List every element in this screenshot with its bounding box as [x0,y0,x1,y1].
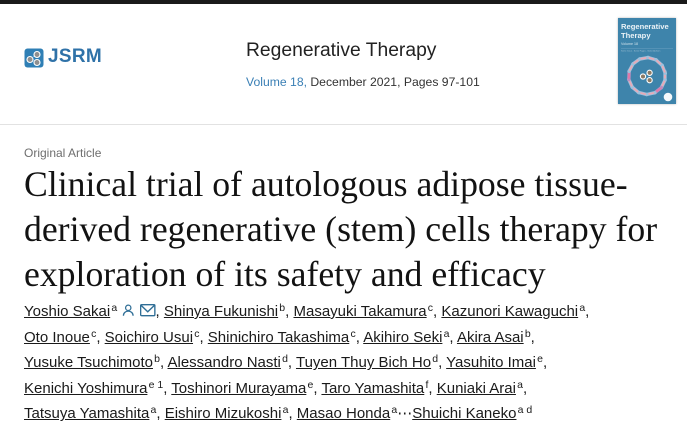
svg-text:Some Issue . Some Pages . Some: Some Issue . Some Pages . Some Authors [621,50,660,53]
svg-text:Regenerative: Regenerative [621,22,669,31]
svg-text:Therapy: Therapy [621,31,651,40]
svg-text:Volume 18: Volume 18 [621,42,638,46]
